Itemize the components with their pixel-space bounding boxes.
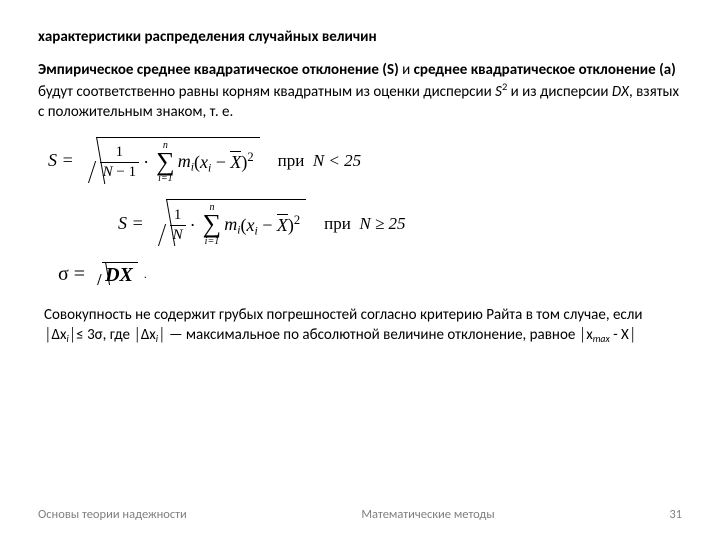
intro-rest-2: и из дисперсии [507, 83, 612, 101]
f2-cond: при N ≥ 25 [324, 214, 405, 234]
intro-mid: и [399, 61, 414, 79]
f2-prefix: S = [118, 213, 144, 234]
intro-bold-2: среднее квадратическое отклонение (а) [414, 61, 676, 79]
sigma-sum-1: n ∑ i=1 [156, 141, 175, 185]
para-3: │ — максимальное по абсолютной величине … [158, 326, 593, 344]
intro-paragraph: Эмпирическое среднее квадратическое откл… [38, 60, 682, 123]
sigma-lhs: σ = [58, 263, 85, 286]
f1-cond-val: N < 25 [313, 151, 361, 170]
para-max: max [593, 333, 610, 345]
f1-pri: при [278, 151, 305, 170]
f1-frac: 1 N − 1 [100, 145, 139, 180]
f2-cond-val: N ≥ 25 [359, 214, 405, 233]
para-2: │≤ 3σ, где │Δх [69, 326, 156, 344]
f1-sqrt: 1 N − 1 · n ∑ i=1 mi (xi − X)2 [82, 137, 260, 186]
formula-1: S = 1 N − 1 · n ∑ i=1 m [48, 137, 682, 186]
f1-lhs: S = 1 N − 1 · n ∑ i=1 m [48, 137, 260, 186]
formula-block: S = 1 N − 1 · n ∑ i=1 m [48, 137, 682, 288]
footer-page-number: 31 [669, 507, 682, 522]
slide: характеристики распределения случайных в… [0, 0, 720, 540]
f1-prefix: S = [48, 150, 74, 171]
criterion-paragraph: Совокупность не содержит грубых погрешно… [44, 305, 676, 346]
para-4: - Х│ [610, 326, 637, 344]
f2-lhs: S = 1 N · n ∑ i=1 mi [118, 199, 306, 248]
f2-pri: при [324, 214, 351, 233]
footer-center: Математические методы [187, 507, 670, 522]
footer-left: Основы теории надежности [38, 507, 187, 522]
sigma-dot: . [144, 267, 147, 282]
intro-rest-1: будут соответственно равны корням квадра… [38, 83, 495, 101]
footer: Основы теории надежности Математические … [0, 507, 720, 522]
f2-sqrt: 1 N · n ∑ i=1 mi (xi − X)2 [152, 199, 307, 248]
formula-sigma: σ = DX . [58, 262, 682, 287]
intro-bold-1: Эмпирическое среднее квадратическое откл… [38, 61, 399, 79]
f1-cond: при N < 25 [278, 151, 362, 171]
intro-dx: DХ [612, 83, 629, 101]
sigma-sum-2: n ∑ i=1 [203, 203, 222, 247]
formula-2: S = 1 N · n ∑ i=1 mi [118, 199, 682, 248]
sigma-sqrt: DX [91, 262, 138, 287]
intro-s: S [495, 83, 502, 101]
section-title: характеристики распределения случайных в… [38, 28, 682, 46]
